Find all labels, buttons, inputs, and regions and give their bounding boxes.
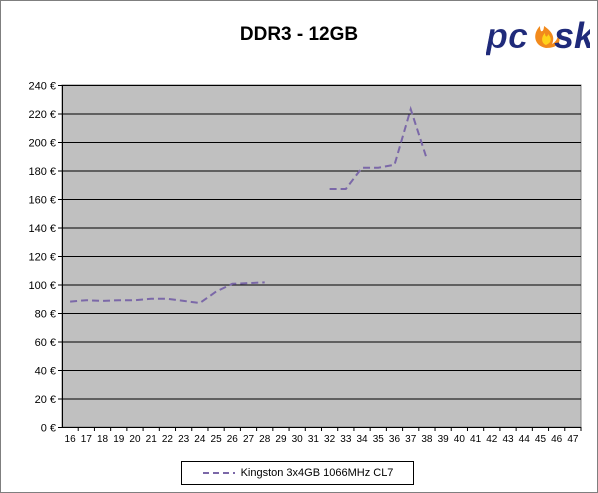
x-tick-label-30: 46 — [551, 434, 563, 445]
logo-text-b: sk — [554, 15, 590, 56]
y-tick-label-5: 100 € — [28, 280, 56, 292]
y-tick-label-11: 220 € — [28, 109, 56, 121]
x-tick-label-29: 45 — [535, 434, 547, 445]
x-tick-label-21: 37 — [405, 434, 417, 445]
x-tick-label-23: 39 — [438, 434, 450, 445]
legend-label: Kingston 3x4GB 1066MHz CL7 — [240, 467, 394, 479]
legend: Kingston 3x4GB 1066MHz CL7 — [181, 461, 414, 485]
x-tick-label-5: 21 — [146, 434, 158, 445]
y-tick-label-8: 160 € — [28, 195, 56, 207]
x-tick-label-9: 25 — [211, 434, 223, 445]
x-tick-label-27: 43 — [502, 434, 514, 445]
x-tick-label-24: 40 — [454, 434, 466, 445]
y-tick-label-12: 240 € — [28, 81, 56, 93]
x-tick-label-19: 35 — [373, 434, 385, 445]
x-tick-label-10: 26 — [227, 434, 239, 445]
x-tick-label-15: 31 — [308, 434, 320, 445]
x-tick-label-6: 22 — [162, 434, 174, 445]
y-tick-label-4: 80 € — [35, 309, 56, 321]
x-tick-label-4: 20 — [129, 434, 141, 445]
x-tick-label-28: 44 — [519, 434, 531, 445]
pcsk-logo: pc sk — [486, 15, 590, 57]
y-tick-label-1: 20 € — [35, 394, 56, 406]
y-tick-label-3: 60 € — [35, 337, 56, 349]
x-tick-label-7: 23 — [178, 434, 190, 445]
x-tick-label-2: 18 — [97, 434, 109, 445]
x-tick-label-3: 19 — [113, 434, 125, 445]
x-tick-label-0: 16 — [65, 434, 77, 445]
legend-swatch — [202, 472, 235, 474]
x-tick-label-18: 34 — [356, 434, 368, 445]
x-tick-label-8: 24 — [194, 434, 206, 445]
x-tick-label-25: 41 — [470, 434, 482, 445]
x-tick-label-11: 27 — [243, 434, 255, 445]
logo-text-a: pc — [486, 15, 528, 56]
y-tick-label-6: 120 € — [28, 252, 56, 264]
x-tick-label-14: 30 — [292, 434, 304, 445]
x-tick-label-22: 38 — [421, 434, 433, 445]
series-0-line-segment-0 — [70, 281, 265, 305]
series-0-line-segment-1 — [329, 105, 428, 190]
x-tick-label-26: 42 — [486, 434, 498, 445]
x-tick-label-16: 32 — [324, 434, 336, 445]
y-tick-label-9: 180 € — [28, 166, 56, 178]
y-tick-label-10: 200 € — [28, 138, 56, 150]
x-tick-label-1: 17 — [81, 434, 93, 445]
x-tick-label-17: 33 — [340, 434, 352, 445]
x-tick-label-20: 36 — [389, 434, 401, 445]
y-tick-label-2: 40 € — [35, 366, 56, 378]
x-tick-label-13: 29 — [275, 434, 287, 445]
x-tick-label-12: 28 — [259, 434, 271, 445]
x-tick-label-31: 47 — [567, 434, 579, 445]
chart-title: DDR3 - 12GB — [239, 24, 359, 45]
y-tick-label-0: 0 € — [41, 423, 56, 435]
y-tick-label-7: 140 € — [28, 223, 56, 235]
